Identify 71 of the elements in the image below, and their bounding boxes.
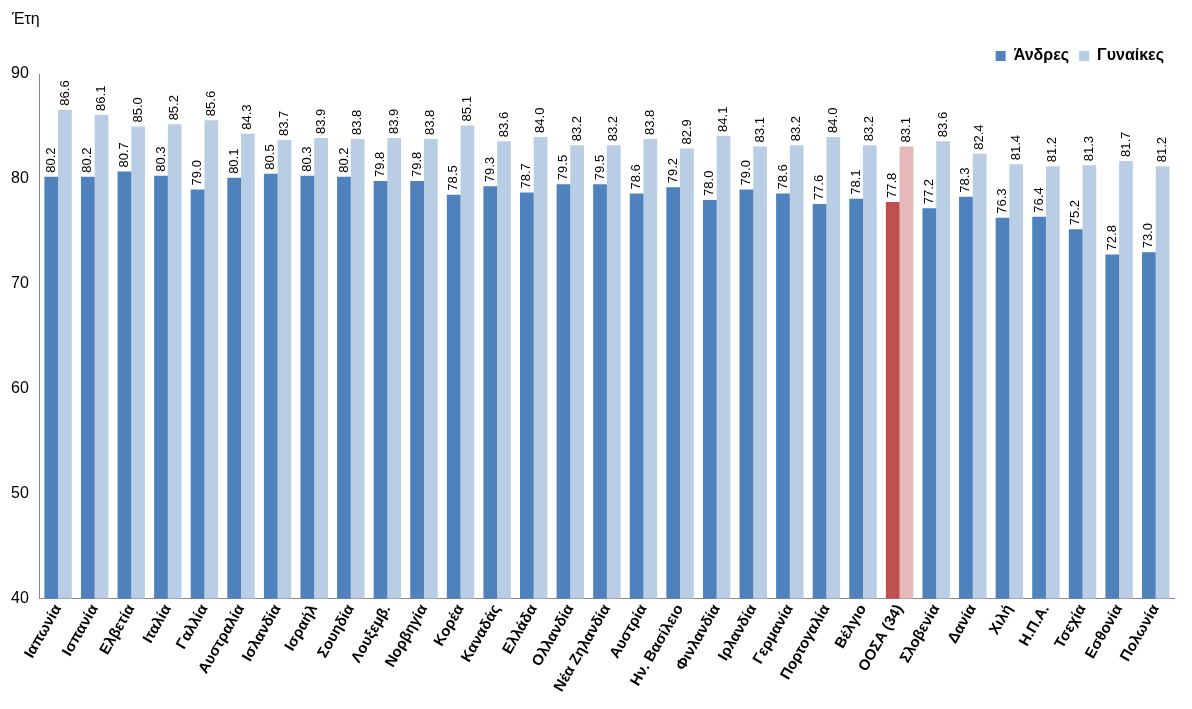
legend-label: Γυναίκες xyxy=(1097,46,1165,65)
data-label: 79.2 xyxy=(664,157,680,184)
data-label: 78.3 xyxy=(957,167,973,193)
data-label: 86.6 xyxy=(56,80,72,106)
data-label: 80.7 xyxy=(115,142,131,168)
data-label: 83.6 xyxy=(934,111,950,138)
data-label: 84.0 xyxy=(824,107,840,133)
data-label: 83.8 xyxy=(422,109,438,136)
data-label: 79.8 xyxy=(372,151,388,178)
y-tick-label: 80 xyxy=(11,169,29,187)
data-label: 78.7 xyxy=(518,163,534,189)
data-label: 72.8 xyxy=(1103,225,1119,251)
data-label: 80.2 xyxy=(42,147,58,173)
data-label: 83.9 xyxy=(312,108,328,134)
data-label: 78.6 xyxy=(774,164,790,190)
y-tick-label: 40 xyxy=(11,588,29,606)
data-label: 75.2 xyxy=(1067,199,1083,226)
data-label: 80.3 xyxy=(298,146,314,172)
data-label: 79.5 xyxy=(555,154,571,181)
data-label: 81.4 xyxy=(1007,134,1023,161)
data-label: 85.0 xyxy=(129,97,145,123)
data-label: 79.8 xyxy=(408,151,424,178)
data-label: 83.1 xyxy=(751,117,767,143)
data-label: 78.0 xyxy=(701,170,717,196)
data-label: 85.2 xyxy=(166,95,182,121)
data-label: 80.2 xyxy=(79,147,95,173)
data-label: 81.3 xyxy=(1080,135,1096,162)
y-tick-label: 70 xyxy=(11,274,29,292)
data-label: 76.3 xyxy=(994,188,1010,214)
data-label: 84.1 xyxy=(715,106,731,132)
data-label: 77.2 xyxy=(920,178,936,205)
data-label: 86.1 xyxy=(93,85,109,111)
data-label: 77.6 xyxy=(811,174,827,201)
data-label: 79.0 xyxy=(189,160,205,186)
data-label: 84.0 xyxy=(532,107,548,133)
data-label: 83.1 xyxy=(898,117,914,143)
data-label: 83.8 xyxy=(641,109,657,136)
data-label: 79.3 xyxy=(481,156,497,183)
data-label: 79.0 xyxy=(737,160,753,186)
data-label: 82.9 xyxy=(678,119,694,145)
data-label: 82.4 xyxy=(971,124,987,150)
data-label: 83.7 xyxy=(276,110,292,137)
data-label: 83.6 xyxy=(495,111,511,138)
data-label: 80.3 xyxy=(152,146,168,172)
data-label: 78.6 xyxy=(628,164,644,190)
data-label: 85.6 xyxy=(202,90,218,117)
data-label: 83.2 xyxy=(861,116,877,142)
y-axis-title: Έτη xyxy=(11,10,40,28)
data-label: 78.1 xyxy=(847,169,863,195)
data-label: 80.5 xyxy=(262,144,278,170)
data-label: 83.9 xyxy=(385,108,401,134)
data-label: 76.4 xyxy=(1030,187,1046,213)
data-label: 81.7 xyxy=(1117,131,1133,158)
data-label: 80.1 xyxy=(225,148,241,174)
y-tick-label: 90 xyxy=(11,64,29,82)
data-label: 83.2 xyxy=(788,116,804,142)
data-label: 83.2 xyxy=(605,116,621,142)
y-tick-label: 50 xyxy=(11,484,29,502)
data-label: 73.0 xyxy=(1140,223,1156,249)
data-label: 80.2 xyxy=(335,147,351,173)
y-tick-label: 60 xyxy=(11,379,29,397)
data-label: 84.3 xyxy=(239,104,255,130)
data-label: 79.5 xyxy=(591,154,607,181)
data-label: 85.1 xyxy=(458,96,474,122)
data-label: 83.8 xyxy=(349,109,365,136)
legend-label: Άνδρες xyxy=(1013,46,1070,65)
data-label: 78.5 xyxy=(445,165,461,191)
data-label: 81.2 xyxy=(1044,137,1060,163)
data-label: 77.8 xyxy=(884,172,900,198)
data-label: 83.2 xyxy=(568,116,584,142)
data-label: 81.2 xyxy=(1154,137,1170,163)
